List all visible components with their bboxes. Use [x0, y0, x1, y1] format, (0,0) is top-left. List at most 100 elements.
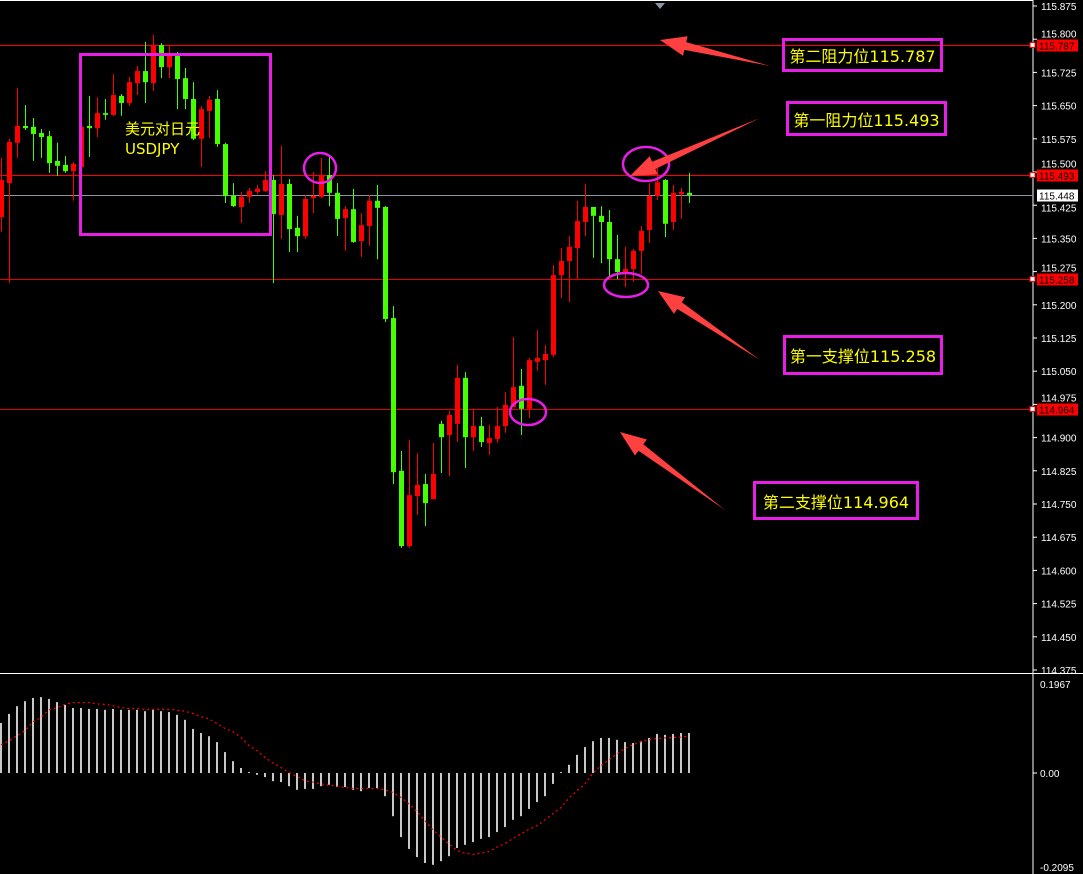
- candle: [551, 264, 556, 358]
- candle-body: [31, 126, 36, 134]
- candle: [407, 439, 412, 548]
- candle-body: [167, 55, 172, 68]
- candle-body: [431, 473, 436, 500]
- level-price-tag-text: 115.787: [1039, 42, 1075, 53]
- candle-body: [631, 250, 636, 269]
- candle: [23, 105, 28, 130]
- highlight-ellipse: [302, 151, 338, 185]
- candle: [639, 226, 644, 274]
- candle-body: [519, 385, 524, 409]
- candle: [463, 372, 468, 469]
- arrow-icon: [660, 36, 770, 66]
- macd-histogram-bar: [680, 733, 682, 773]
- macd-histogram-bar: [640, 741, 642, 773]
- symbol-name-cn: 美元对日元: [125, 120, 201, 138]
- candle-body: [39, 133, 44, 138]
- candle-body: [15, 125, 20, 143]
- highlight-ellipse: [602, 271, 650, 299]
- arrow-icon: [620, 432, 725, 510]
- candle: [511, 337, 516, 408]
- macd-histogram-bar: [648, 738, 650, 773]
- macd-histogram-bar: [416, 773, 418, 858]
- macd-histogram-bar: [8, 713, 10, 773]
- candle-body: [495, 426, 500, 439]
- candle: [535, 330, 540, 371]
- y-tick-label: 115.050: [1041, 367, 1077, 378]
- macd-histogram-bar: [32, 698, 34, 773]
- candle: [47, 130, 52, 173]
- level-marker: [1029, 42, 1036, 48]
- candle: [543, 345, 548, 385]
- macd-histogram-bar: [432, 773, 434, 865]
- macd-histogram-bar: [232, 761, 234, 773]
- candle-body: [551, 275, 556, 355]
- candle-body: [71, 164, 76, 172]
- candle-body: [303, 199, 308, 237]
- y-tick-label: 114.525: [1041, 600, 1077, 611]
- macd-histogram-bar: [272, 773, 274, 782]
- candle-body: [311, 195, 316, 199]
- macd-histogram-bar: [176, 714, 178, 773]
- candle: [367, 195, 372, 246]
- candle: [375, 184, 380, 260]
- macd-histogram-bar: [152, 709, 154, 773]
- macd-histogram-bar: [504, 773, 506, 828]
- candle-body: [191, 98, 196, 139]
- candle: [215, 90, 220, 147]
- candle-body: [639, 230, 644, 251]
- candle: [223, 142, 228, 203]
- y-tick-label: 114.750: [1041, 500, 1077, 511]
- level-price-tag: [1037, 39, 1078, 52]
- candle: [303, 195, 308, 239]
- macd-histogram-bar: [600, 738, 602, 773]
- macd-histogram-bar: [424, 773, 426, 863]
- candle: [415, 453, 420, 516]
- macd-histogram-bar: [104, 709, 106, 773]
- scroll-marker-icon: [655, 3, 665, 9]
- candle: [599, 206, 604, 264]
- macd-histogram-bar: [0, 723, 2, 773]
- macd-histogram-bar: [528, 773, 530, 809]
- candle: [167, 45, 172, 79]
- candle: [295, 215, 300, 253]
- candle: [575, 200, 580, 280]
- macd-histogram-bar: [320, 773, 322, 787]
- candle: [263, 171, 268, 192]
- macd-histogram-bar: [456, 773, 458, 848]
- candle: [503, 392, 508, 433]
- candle: [623, 246, 628, 288]
- macd-histogram-bar: [224, 752, 226, 773]
- macd-histogram-bar: [128, 709, 130, 773]
- resistance-1-label: 第一阻力位115.493: [786, 101, 947, 136]
- macd-histogram-bar: [632, 743, 634, 773]
- candle-body: [439, 423, 444, 438]
- candle-body: [231, 195, 236, 207]
- candle-body: [399, 470, 404, 547]
- highlight-ellipse: [508, 397, 548, 427]
- macd-histogram-bar: [264, 773, 266, 778]
- macd-histogram-bar: [368, 773, 370, 788]
- macd-histogram-bar: [48, 698, 50, 773]
- candle: [111, 74, 116, 116]
- candle: [495, 407, 500, 443]
- macd-histogram-bar: [96, 708, 98, 773]
- arrow-icon: [658, 291, 760, 360]
- candle: [31, 117, 36, 161]
- macd-axis-label: -0.2095: [1040, 863, 1074, 874]
- candle: [87, 95, 92, 157]
- current-price-tag: [1037, 189, 1078, 202]
- macd-histogram-bar: [80, 708, 82, 773]
- candle-body: [535, 357, 540, 362]
- macd-histogram-bar: [192, 728, 194, 773]
- y-tick-label: 115.575: [1041, 135, 1077, 146]
- candle-body: [487, 438, 492, 443]
- candle-body: [7, 141, 12, 184]
- level-marker: [1029, 406, 1036, 412]
- candle: [319, 157, 324, 199]
- candle-body: [143, 71, 148, 83]
- candle-body: [543, 353, 548, 361]
- candle: [135, 65, 140, 95]
- candle: [479, 416, 484, 447]
- candle-body: [479, 426, 484, 443]
